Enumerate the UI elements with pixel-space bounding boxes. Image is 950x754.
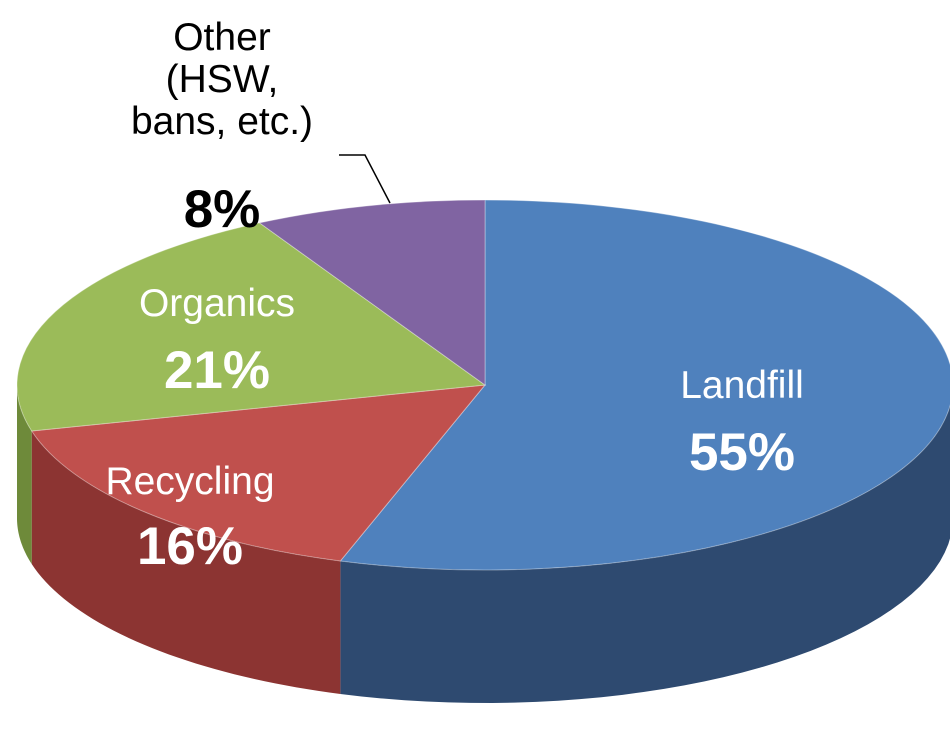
label-name-landfill: Landfill [680,364,804,407]
label-name-recycling: Recycling [105,460,274,503]
label-value-organics: 21% [164,341,270,400]
label-value-other: 8% [184,180,261,239]
slice-organics [16,222,487,432]
slice-landfill [339,199,950,571]
label-name-other: Other (HSW, bans, etc.) [131,16,313,143]
slice-other [258,199,486,386]
label-value-landfill: 55% [689,423,795,482]
slice-labels: Landfill 55% Recycling 16% Organics 21% Other(… [105,16,803,576]
side-landfill [340,405,950,703]
pie-sides [17,385,950,703]
pie-tops [16,199,950,571]
label-landfill: Landfill 55% [680,364,804,482]
side-organics [17,385,32,565]
label-organics: Organics 21% [139,282,295,400]
side-recycling [31,431,341,694]
label-recycling: Recycling 16% [105,460,274,576]
label-value-recycling: 16% [137,517,243,576]
slice-recycling [30,384,487,562]
leader-line-other [339,154,391,204]
label-name-organics: Organics [139,282,295,325]
leader-lines [339,154,391,204]
label-other: Other (HSW, bans, etc.) 8% [131,16,313,239]
